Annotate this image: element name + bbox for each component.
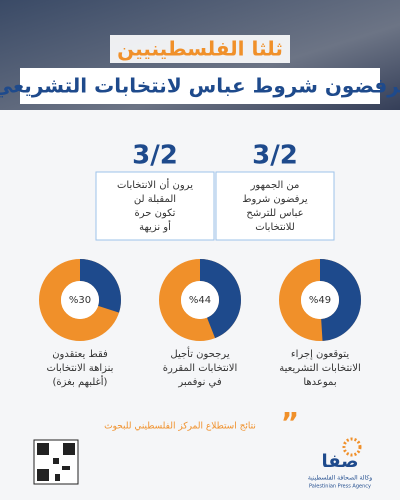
donut-caption: يرجحون تأجيل [170, 346, 229, 360]
stat-text: من الجمهور [250, 180, 300, 191]
donut-caption: (أغلبهم بغزة) [53, 375, 108, 388]
donut-label: %44 [189, 295, 211, 306]
agency-ar: وكالة الصحافة الفلسطينية [308, 475, 372, 482]
quote-mark: ” [281, 406, 299, 439]
logo: صفا [321, 451, 358, 472]
donut-arc [39, 259, 121, 341]
subtitle: يرفضون شروط عباس لانتخابات التشريعي [0, 74, 400, 99]
donut-caption: الانتخابات المقررة [163, 363, 237, 374]
stat-text: أو نزيهة [139, 220, 171, 233]
donut-label: %49 [309, 295, 331, 306]
donut-label: %30 [69, 295, 91, 306]
source: نتائج استطلاع المركز الفلسطيني للبحوث [104, 422, 256, 432]
stat-value: 3/2 [132, 141, 178, 171]
donut-hole [181, 281, 219, 319]
donut-hole [61, 281, 99, 319]
stat-text: تكون حرة [135, 208, 176, 219]
qr-code [33, 439, 79, 485]
stat-text: يرفضون شروط [242, 194, 308, 205]
stat-text: يرون أن الانتخابات [117, 178, 193, 191]
donut-arc [159, 259, 241, 341]
donut-caption: في نوفمبر [177, 377, 222, 388]
donut-caption: بموعدها [303, 377, 336, 388]
donut-caption: فقط يعتقدون [52, 349, 108, 360]
donut-arc [279, 259, 361, 341]
stat-text: المقبلة لن [134, 194, 176, 205]
agency-en: Palestinian Press Agency [309, 484, 371, 490]
stat-box [215, 171, 335, 241]
title: ثلثا الفلسطينيين [117, 37, 283, 61]
title-box [110, 35, 290, 63]
donut-caption: بنزاهة الانتخابات [47, 363, 114, 374]
subtitle-box [20, 68, 380, 104]
donut-hole [301, 281, 339, 319]
donut-caption: يتوقعون إجراء [291, 349, 349, 360]
stat-text: عباس للترشح [246, 208, 303, 219]
stat-value: 3/2 [252, 141, 298, 171]
logo-icon [342, 437, 362, 457]
donut-caption: الانتخابات التشريعية [279, 363, 360, 374]
stat-text: للانتخابات [255, 222, 295, 233]
stat-box [95, 171, 215, 241]
content: 3/2 من الجمهور يرفضون شروط عباس للترشح للانت… [39, 141, 361, 388]
